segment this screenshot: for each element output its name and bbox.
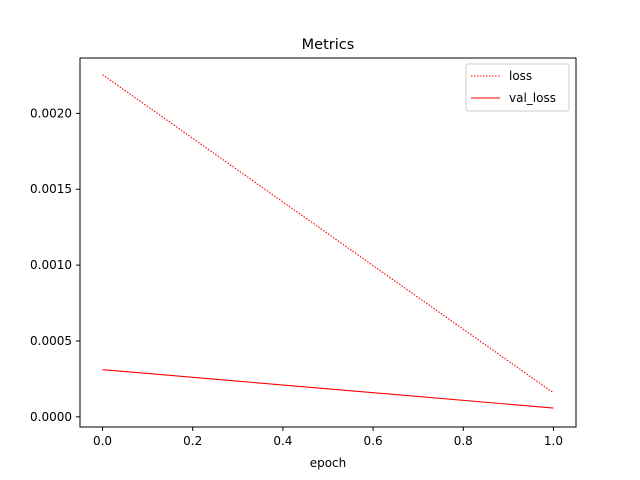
y-tick-label: 0.0000 xyxy=(30,410,72,424)
legend-label-loss: loss xyxy=(509,69,532,83)
y-tick-label: 0.0005 xyxy=(30,334,72,348)
y-tick-label: 0.0020 xyxy=(30,106,72,120)
y-axis: 0.0000 0.0005 0.0010 0.0015 0.0020 xyxy=(30,106,80,424)
series-layer xyxy=(102,74,554,409)
legend-frame xyxy=(465,63,570,112)
x-tick-label: 0.4 xyxy=(273,434,292,448)
y-tick-label: 0.0010 xyxy=(30,258,72,272)
x-tick-label: 0.0 xyxy=(93,434,112,448)
plot-area xyxy=(79,57,577,428)
x-axis-label: epoch xyxy=(310,456,347,470)
x-tick-label: 0.8 xyxy=(454,434,473,448)
series-line-loss xyxy=(102,74,554,394)
x-tick-label: 1.0 xyxy=(544,434,563,448)
x-tick-label: 0.2 xyxy=(183,434,202,448)
series-line-val_loss xyxy=(102,369,554,409)
x-axis: 0.0 0.2 0.4 0.6 0.8 1.0 xyxy=(93,427,563,448)
x-tick-label: 0.6 xyxy=(364,434,383,448)
legend: loss val_loss xyxy=(465,63,570,112)
chart-title: Metrics xyxy=(302,37,355,53)
y-tick-label: 0.0015 xyxy=(30,182,72,196)
legend-label-val_loss: val_loss xyxy=(509,91,556,105)
